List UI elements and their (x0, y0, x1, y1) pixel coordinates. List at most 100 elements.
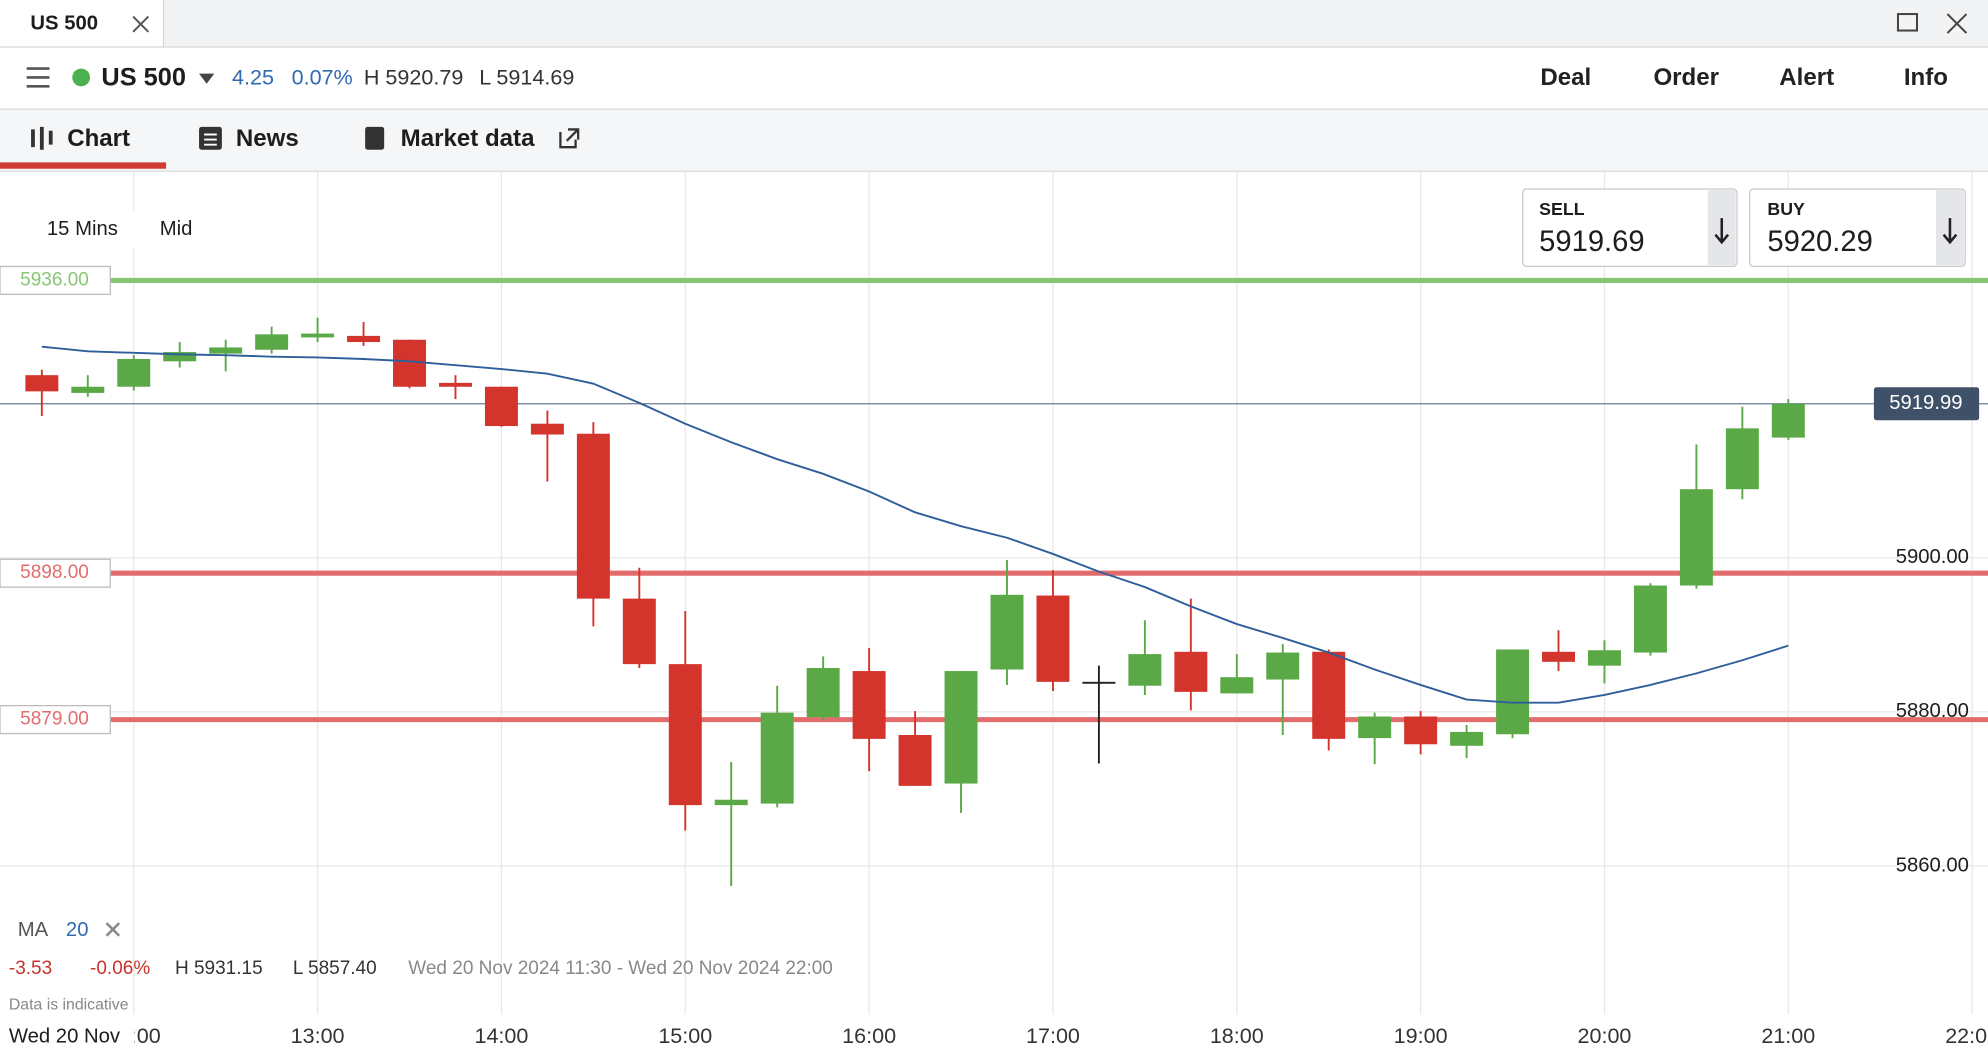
candle-body (1496, 649, 1530, 735)
candle-body (1542, 651, 1575, 662)
x-tick-label: 14:00 (474, 1023, 528, 1048)
level-label: 5936.00 (20, 269, 89, 290)
candle-body (25, 375, 59, 392)
candle-body (1358, 716, 1392, 739)
market-status (72, 68, 91, 87)
x-tick-label: 21:00 (1761, 1023, 1815, 1048)
candle-body (990, 594, 1024, 670)
x-tick-label: 16:00 (842, 1023, 896, 1048)
range-high: H 5931.15 (175, 958, 263, 979)
indicator-name: MA (18, 919, 49, 941)
chart-icon (31, 126, 53, 150)
news-icon-lines (204, 133, 217, 146)
candle-body (484, 386, 518, 427)
y-tick-label: 5880.00 (1896, 700, 1969, 722)
sell-box[interactable] (1522, 188, 1738, 267)
candle-body (714, 799, 748, 806)
candle-body (117, 358, 151, 387)
candle-body (1266, 652, 1300, 680)
price-change: 4.25 (232, 64, 274, 89)
candle-body (1312, 651, 1346, 739)
price-type-label[interactable]: Mid (160, 218, 193, 240)
candle-body (1082, 681, 1116, 684)
candle-body (301, 333, 335, 338)
buy-price: 5920.29 (1767, 226, 1872, 258)
level-label: 5879.00 (20, 709, 89, 730)
candle-body (1128, 654, 1162, 686)
tab-bar (0, 0, 1988, 48)
news-icon (199, 126, 222, 150)
x-tick-label: 13:00 (291, 1023, 345, 1048)
moving-average-line (41, 345, 1789, 704)
y-tick-label: 5860.00 (1896, 854, 1969, 876)
candle-body (760, 712, 794, 804)
sell-arrow (1714, 218, 1730, 245)
info-button[interactable]: Info (1904, 64, 1948, 91)
interval-label[interactable]: 15 Mins (47, 218, 118, 240)
menu-button[interactable] (26, 67, 50, 88)
x-tick-label: 15:00 (658, 1023, 712, 1048)
current-price-box (1873, 387, 1980, 421)
candle-body (1220, 677, 1254, 694)
candle-body (944, 671, 978, 784)
x-tick-label: 17:00 (1026, 1023, 1080, 1048)
date-range: Wed 20 Nov 2024 11:30 - Wed 20 Nov 2024 … (408, 958, 833, 979)
candle-body (1036, 595, 1070, 682)
candle-body (163, 352, 197, 362)
candle-body (347, 335, 381, 343)
x-tick-label: 19:00 (1394, 1023, 1448, 1048)
x-tick-label: 20:00 (1578, 1023, 1632, 1048)
tab-title: US 500 (30, 13, 98, 35)
date-label: Wed 20 Nov (9, 1026, 121, 1048)
candle-body (209, 347, 243, 354)
market-data-tab[interactable]: Market data (401, 125, 535, 152)
current-price-label: 5919.99 (1889, 392, 1962, 414)
section-tabs (0, 109, 1988, 172)
market-data-icon (365, 126, 385, 150)
candle-body (1404, 716, 1438, 745)
candle-body (1679, 489, 1713, 586)
remove-indicator[interactable] (105, 922, 121, 937)
buy-arrow (1942, 218, 1958, 245)
alert-button[interactable]: Alert (1779, 64, 1834, 91)
news-tab[interactable]: News (236, 125, 299, 152)
candle-body (1587, 650, 1621, 666)
buy-box[interactable] (1749, 188, 1966, 267)
data-note: Data is indicative (9, 997, 129, 1014)
level-label-box (0, 705, 111, 735)
candle-body (1725, 428, 1759, 490)
y-tick-label: 5900.00 (1896, 546, 1969, 568)
order-button[interactable]: Order (1653, 64, 1719, 91)
sell-price: 5919.69 (1539, 226, 1644, 258)
external-link-icon (559, 128, 580, 149)
sell-label: SELL (1539, 199, 1585, 219)
candle-body (806, 667, 840, 718)
close-window[interactable] (1946, 13, 1968, 34)
maximize-button[interactable] (1896, 13, 1919, 32)
active-tab[interactable] (0, 0, 164, 48)
range-low: L 5857.40 (293, 958, 377, 979)
candle-body (852, 671, 886, 739)
indicator-period: 20 (66, 919, 89, 941)
candle-body (1174, 651, 1208, 692)
candle-body (668, 664, 702, 806)
interval-button[interactable] (35, 210, 137, 249)
active-indicator (0, 162, 167, 169)
candle-body (438, 382, 472, 387)
close-tab[interactable] (132, 15, 150, 33)
candle-body (1771, 403, 1805, 438)
chart-tab[interactable]: Chart (67, 125, 130, 152)
candle-body (576, 433, 610, 599)
session-low: L 5914.69 (479, 64, 574, 89)
range-change: -3.53 (9, 958, 52, 979)
x-tick-label: 18:00 (1210, 1023, 1264, 1048)
session-high: H 5920.79 (364, 64, 463, 89)
level-label-box (0, 558, 111, 588)
instrument-dropdown[interactable] (199, 73, 215, 84)
instrument-name[interactable]: US 500 (101, 63, 186, 91)
x-tick-label: 22:00 (1945, 1023, 1988, 1048)
deal-button[interactable]: Deal (1540, 64, 1591, 91)
candle-body (530, 423, 564, 435)
